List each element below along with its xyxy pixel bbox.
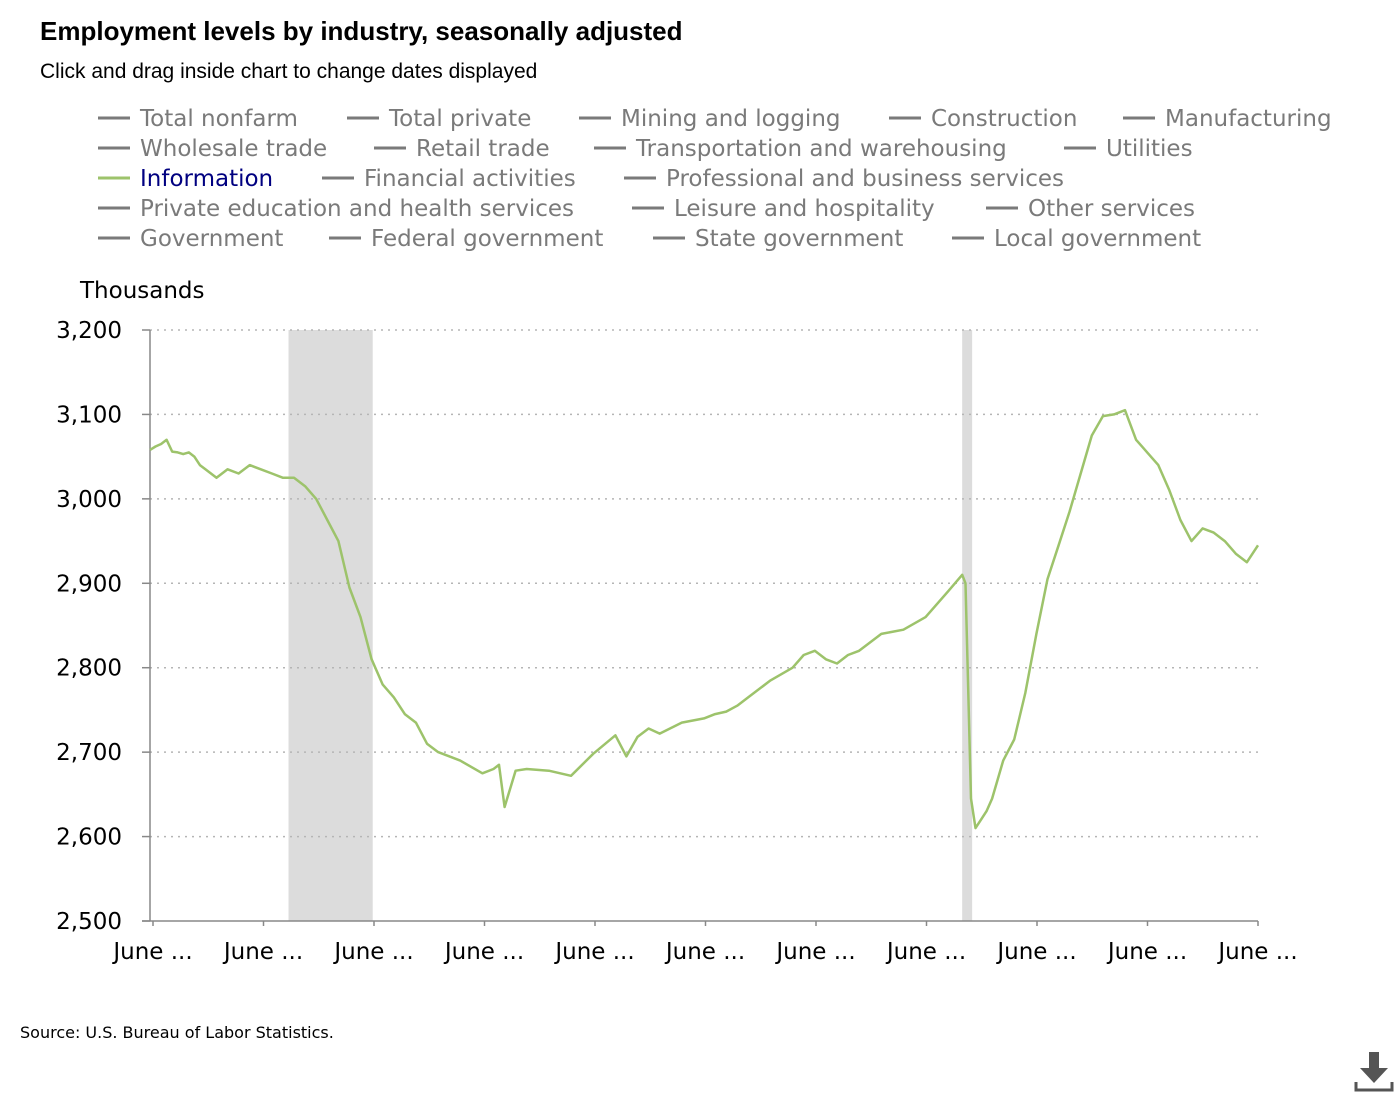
y-axis-ticks: 2,500 2,600 2,700 2,800 2,900 3,000 3,100 3,200 <box>56 318 150 935</box>
legend-item-private-education-and-health-services[interactable]: Private education and health services <box>98 196 574 222</box>
legend-label: Financial activities <box>364 166 576 192</box>
x-tick-label: June ... <box>1216 939 1297 965</box>
legend-item-financial-activities[interactable]: Financial activities <box>322 166 576 192</box>
legend-label: Retail trade <box>416 136 550 162</box>
legend-item-total-private[interactable]: Total private <box>347 106 531 132</box>
legend-item-professional-and-business-services[interactable]: Professional and business services <box>624 166 1064 192</box>
legend-item-state-government[interactable]: State government <box>653 226 903 252</box>
x-tick-label: June ... <box>332 939 413 965</box>
legend-label: Private education and health services <box>140 196 574 222</box>
chart-title: Employment levels by industry, seasonall… <box>40 16 683 46</box>
legend-label: Total private <box>388 106 531 132</box>
legend-label: Local government <box>994 226 1201 252</box>
legend-item-other-services[interactable]: Other services <box>986 196 1195 222</box>
legend-item-government[interactable]: Government <box>98 226 283 252</box>
legend-label: Construction <box>931 106 1077 132</box>
x-axis-ticks: June ... June ... June ... June ... June ...… <box>111 921 1298 965</box>
legend-item-manufacturing[interactable]: Manufacturing <box>1123 106 1332 132</box>
legend-label: Government <box>140 226 283 252</box>
y-tick-label: 2,800 <box>56 656 122 682</box>
x-tick-label: June ... <box>443 939 524 965</box>
y-tick-label: 2,700 <box>56 740 122 766</box>
legend-item-total-nonfarm[interactable]: Total nonfarm <box>98 106 298 132</box>
legend-item-retail-trade[interactable]: Retail trade <box>374 136 550 162</box>
legend-item-information[interactable]: Information <box>98 166 273 192</box>
x-tick-label: June ... <box>774 939 855 965</box>
legend-label: Professional and business services <box>666 166 1064 192</box>
y-tick-label: 2,900 <box>56 571 122 597</box>
legend-label: Federal government <box>371 226 603 252</box>
chart-subtitle: Click and drag inside chart to change da… <box>40 60 538 83</box>
legend-label: Mining and logging <box>621 106 841 132</box>
legend-label: Manufacturing <box>1165 106 1332 132</box>
y-tick-label: 2,500 <box>56 909 122 935</box>
source-note: Source: U.S. Bureau of Labor Statistics. <box>20 1023 334 1042</box>
y-tick-label: 3,000 <box>56 487 122 513</box>
x-tick-label: June ... <box>995 939 1076 965</box>
x-tick-label: June ... <box>1106 939 1187 965</box>
legend-label: Information <box>140 166 273 192</box>
legend-label: Utilities <box>1106 136 1193 162</box>
x-tick-label: June ... <box>885 939 966 965</box>
series-line-information[interactable] <box>149 408 1260 830</box>
x-tick-label: June ... <box>664 939 745 965</box>
legend-label: Transportation and warehousing <box>635 136 1007 162</box>
download-icon[interactable] <box>1352 1050 1396 1094</box>
legend-item-leisure-and-hospitality[interactable]: Leisure and hospitality <box>632 196 935 222</box>
x-tick-label: June ... <box>111 939 192 965</box>
legend-item-construction[interactable]: Construction <box>889 106 1077 132</box>
legend-label: Wholesale trade <box>140 136 327 162</box>
legend: Total nonfarm Total private Mining and log… <box>98 106 1332 252</box>
legend-item-mining-and-logging[interactable]: Mining and logging <box>579 106 841 132</box>
legend-item-federal-government[interactable]: Federal government <box>329 226 603 252</box>
gridlines <box>150 329 1258 838</box>
x-tick-label: June ... <box>222 939 303 965</box>
y-axis-label: Thousands <box>79 278 205 304</box>
legend-label: Other services <box>1028 196 1195 222</box>
legend-item-local-government[interactable]: Local government <box>952 226 1201 252</box>
y-tick-label: 3,200 <box>56 318 122 344</box>
legend-label: Leisure and hospitality <box>674 196 935 222</box>
recession-band <box>288 330 373 921</box>
legend-label: Total nonfarm <box>139 106 298 132</box>
line-chart[interactable]: Total nonfarm Total private Mining and log… <box>0 0 1400 1000</box>
x-tick-label: June ... <box>553 939 634 965</box>
y-tick-label: 3,100 <box>56 402 122 428</box>
legend-item-wholesale-trade[interactable]: Wholesale trade <box>98 136 327 162</box>
y-tick-label: 2,600 <box>56 825 122 851</box>
legend-item-utilities[interactable]: Utilities <box>1064 136 1193 162</box>
recession-bands <box>288 330 973 921</box>
legend-label: State government <box>695 226 903 252</box>
legend-item-transportation-and-warehousing[interactable]: Transportation and warehousing <box>594 136 1007 162</box>
